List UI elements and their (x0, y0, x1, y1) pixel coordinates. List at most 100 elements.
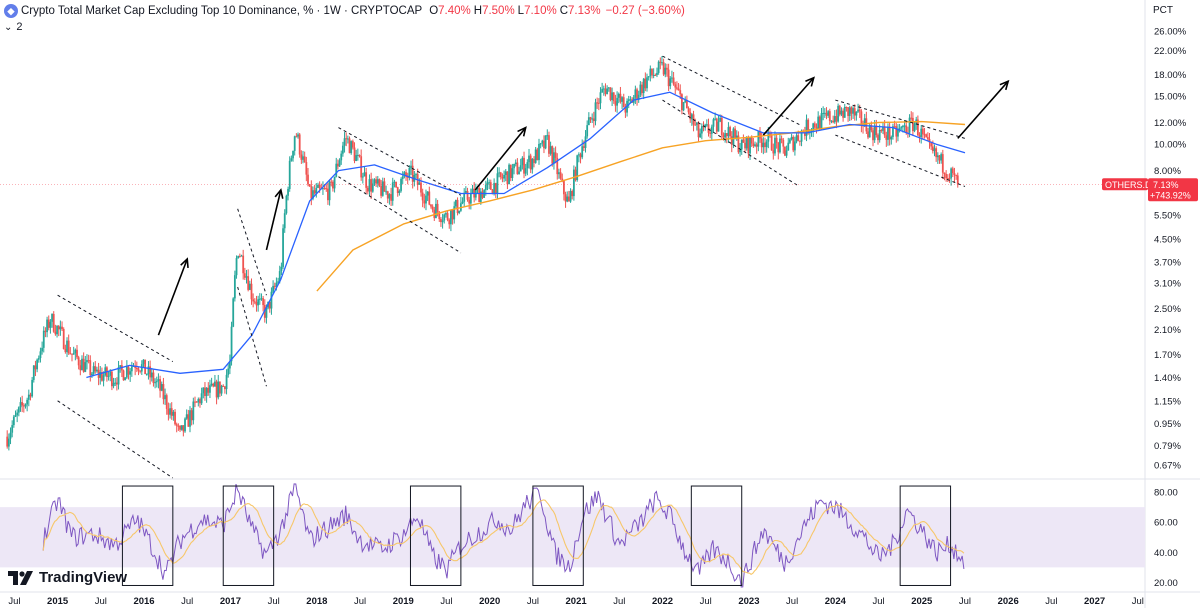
price-tick-11: 3.10% (1154, 279, 1181, 290)
candle-body (310, 186, 313, 199)
candle-body (293, 136, 296, 151)
candle-body (850, 107, 853, 114)
candle-body (49, 321, 52, 328)
candle-body (288, 160, 291, 189)
tradingview-logo[interactable]: TradingView (8, 569, 127, 586)
low-label: L (517, 5, 525, 17)
candle-body (26, 399, 29, 405)
candle-body (637, 94, 640, 100)
candle-body (423, 200, 426, 204)
candle-body (76, 349, 78, 358)
candle-body (611, 92, 614, 100)
candle-body (142, 359, 145, 365)
candle-body (679, 90, 682, 95)
candle-body (872, 130, 874, 141)
candle-body (531, 158, 534, 170)
candle-body (498, 172, 501, 174)
time-label-14: Jul (613, 596, 625, 607)
rsi-line (42, 483, 965, 588)
candle-body (212, 383, 215, 387)
candle-body (110, 371, 113, 387)
candle-body (712, 119, 715, 127)
candle-body (425, 195, 427, 204)
candle-body (248, 283, 251, 290)
candle-body (102, 375, 105, 381)
candle-body (842, 110, 845, 118)
candle-body (832, 120, 835, 123)
candle-body (943, 172, 946, 174)
candle-body (735, 135, 738, 138)
candle-body (897, 129, 899, 137)
candle-body (393, 181, 396, 183)
candle-body (577, 154, 580, 156)
candle-body (16, 412, 19, 416)
ma-slow-line (316, 120, 966, 292)
indicator-toggle[interactable]: ⌄ 2 (4, 21, 23, 33)
candle-body (348, 138, 351, 154)
candle-body (695, 122, 698, 125)
candle-body (840, 110, 843, 115)
candle-body (569, 191, 572, 202)
candle-body (747, 137, 750, 154)
trend-arrow-0 (157, 258, 188, 336)
candle-body (639, 84, 642, 95)
candle-body (784, 146, 786, 156)
candle-body (538, 143, 540, 161)
candle-body (27, 394, 30, 400)
candle-body (124, 377, 127, 381)
rsi-ma-line (42, 499, 965, 575)
candle-body (870, 125, 873, 131)
candle-body (597, 102, 600, 104)
candle-body (273, 285, 276, 287)
candle-body (888, 126, 891, 140)
candle-body (204, 387, 206, 397)
candle-body (332, 181, 334, 189)
candle-body (197, 399, 200, 403)
candle-body (210, 383, 213, 386)
candle-body (376, 179, 379, 184)
price-scale-unit[interactable]: PCT (1153, 5, 1173, 16)
candle-body (24, 404, 27, 407)
candle-body (91, 373, 93, 376)
candle-body (405, 172, 407, 177)
candle-body (368, 179, 371, 192)
candle-body (130, 366, 133, 372)
candle-body (607, 87, 610, 89)
candle-body (415, 174, 417, 176)
channel-top-4 (835, 99, 966, 139)
candle-body (283, 213, 286, 229)
candle-body (868, 125, 871, 138)
candle-body (567, 196, 570, 202)
candle-body (22, 405, 25, 407)
candle-body (345, 138, 348, 140)
candle-body (335, 163, 338, 177)
candle-body (792, 136, 795, 151)
candle-body (795, 135, 798, 142)
candle-body (549, 146, 552, 154)
candle-body (719, 117, 722, 122)
candle-body (682, 102, 685, 111)
candle-body (629, 99, 632, 101)
candle-body (916, 119, 919, 136)
candle-body (441, 220, 444, 223)
rsi-tick-2: 40.00 (1154, 548, 1178, 559)
candle-body (312, 190, 314, 199)
candle-body (843, 106, 846, 118)
candle-body (662, 62, 665, 75)
candle-body (642, 78, 645, 94)
candle-body (435, 203, 437, 218)
candle-body (351, 141, 354, 148)
candle-body (356, 154, 359, 156)
candle-body (925, 134, 928, 138)
candle-body (853, 108, 856, 116)
chart-header: ◆ Crypto Total Market Cap Excluding Top … (4, 3, 685, 19)
candle-body (29, 394, 32, 397)
candle-body (220, 385, 223, 394)
candle-body (361, 176, 364, 178)
candle-body (574, 169, 577, 181)
candle-body (39, 351, 42, 359)
candle-body (135, 368, 138, 370)
candle-body (302, 156, 304, 160)
candle-body (687, 108, 690, 113)
